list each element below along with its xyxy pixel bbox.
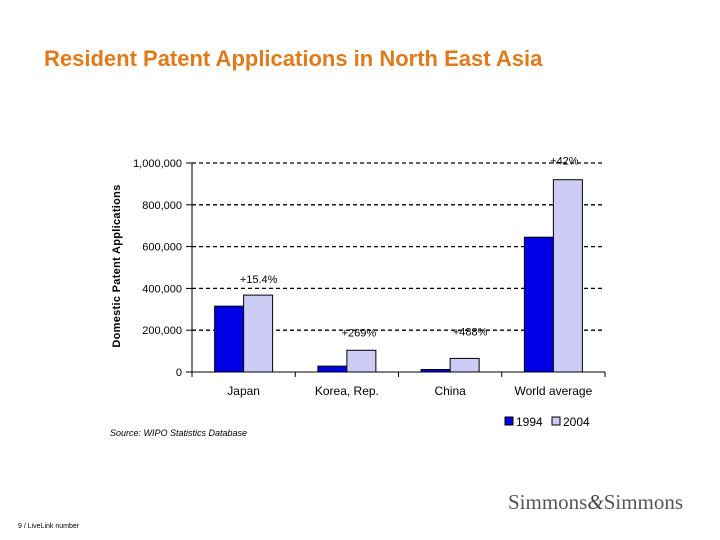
growth-annotation: +269% [342,327,377,339]
logo-ampersand: & [587,490,604,514]
growth-annotation: +42% [550,156,579,168]
bar-1994-korea-rep- [317,365,348,373]
category-label: World average [514,384,592,398]
legend-swatch-2004 [551,416,561,426]
legend-label-1994: 1994 [516,415,543,429]
y-tick-label: 400,000 [142,283,182,295]
category-label: China [434,384,466,398]
y-tick-label: 800,000 [142,200,182,212]
legend: 1994 2004 [504,415,590,429]
bar-2004-china [449,357,480,373]
growth-annotation: +488% [453,326,488,338]
category-label: Korea, Rep. [315,384,379,398]
bar-1994-world-average [523,236,554,373]
y-axis-label: Domestic Patent Applications [111,184,123,347]
growth-annotation: +15.4% [240,274,278,286]
slide-title: Resident Patent Applications in North Ea… [44,46,543,71]
bar-2004-world-average [552,179,583,373]
axes [191,163,606,377]
source-note: Source: WIPO Statistics Database [110,428,248,438]
y-tick-labels: 0 200,000 400,000 600,000 800,000 1,000,000 [133,158,182,379]
logo-word-2: Simmons [603,490,684,514]
logo-word-1: Simmons [508,490,588,514]
bar-1994-japan [214,305,245,373]
y-tick-label: 0 [176,367,182,379]
legend-swatch-1994 [504,416,514,426]
bar-2004-japan [243,294,274,373]
category-labels: Japan Korea, Rep. China World average [227,384,592,398]
y-tick-label: 600,000 [142,242,182,254]
y-tick-label: 1,000,000 [133,158,182,170]
footer-note: 9 / LiveLink number [18,523,80,530]
category-label: Japan [227,384,260,398]
simmons-logo: Simmons&Simmons [508,490,683,515]
y-tick-label: 200,000 [142,325,182,337]
legend-label-2004: 2004 [563,415,590,429]
bar-2004-korea-rep- [346,349,377,373]
annotations: +15.4% +269% +488% +42% [240,156,579,340]
